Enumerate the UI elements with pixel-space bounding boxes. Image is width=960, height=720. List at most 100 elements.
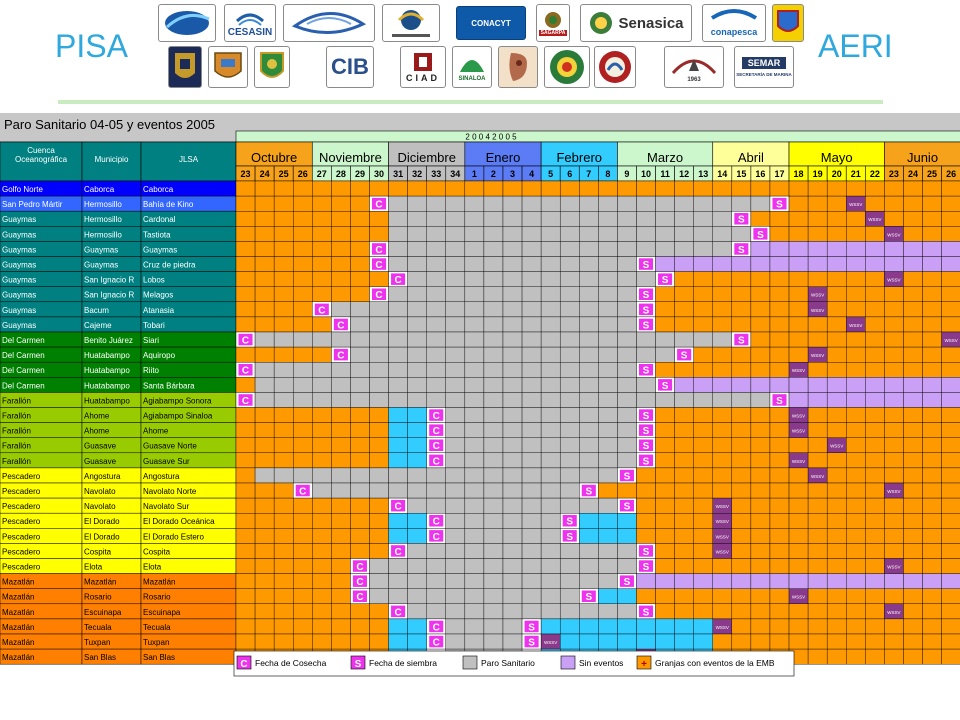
row-jlsa: Cruz de piedra: [143, 261, 196, 270]
round-seal-logo: [594, 46, 636, 88]
seeding-marker: [772, 197, 787, 210]
week-number: 29: [355, 169, 365, 179]
row-jlsa: Cardonal: [143, 215, 176, 224]
legend-label: Fecha de siembra: [369, 658, 437, 668]
week-number: 12: [679, 169, 689, 179]
month-label: Abril: [738, 150, 764, 165]
seeding-marker: [638, 303, 654, 316]
week-number: 8: [605, 169, 610, 179]
row-municipio: Mazatlán: [84, 578, 116, 587]
seeding-marker: [638, 560, 654, 572]
week-number: 25: [279, 169, 289, 179]
week-number: 23: [241, 169, 251, 179]
table-title: Paro Sanitario 04-05 y eventos 2005: [4, 117, 216, 132]
marker-letter: C: [356, 592, 363, 603]
row-cuenca: Farallón: [2, 457, 31, 466]
row-cuenca: Guaymas: [2, 276, 36, 285]
marker-letter: S: [662, 381, 669, 392]
row-cuenca: Pescadero: [2, 472, 41, 481]
harvest-marker: [314, 303, 329, 316]
marker-letter: S: [643, 411, 650, 422]
row-jlsa: Guaymas: [143, 245, 177, 254]
legend-swatch: [462, 655, 478, 670]
week-number: 34: [450, 169, 460, 179]
wssv-label: WSSV: [811, 474, 824, 479]
month-header: [884, 141, 960, 167]
harvest-marker: [391, 273, 406, 285]
harvest-marker: [371, 243, 387, 255]
wssv-label: WSSV: [887, 232, 900, 237]
marker-letter: C: [375, 260, 382, 271]
seeding-marker: [734, 333, 749, 346]
row-municipio: Guasave: [84, 457, 117, 466]
wssv-label: WSSV: [887, 278, 900, 283]
harvest-marker: [371, 288, 387, 300]
row-jlsa: Elota: [143, 563, 162, 572]
row-cuenca: Guaymas: [2, 306, 36, 315]
row-jlsa: Navolato Sur: [143, 502, 190, 511]
row-cuenca: Mazatlán: [2, 653, 34, 662]
row-municipio: Huatabampo: [84, 351, 130, 360]
seeding-marker: [638, 258, 654, 270]
col-header-text: JLSA: [179, 155, 199, 164]
wssv-label: WSSV: [944, 338, 957, 343]
marker-letter: S: [643, 426, 650, 437]
week-number: 21: [851, 169, 861, 179]
seeding-marker: [734, 213, 749, 225]
row-cuenca: Mazatlán: [2, 638, 34, 647]
month-label: Diciembre: [397, 150, 456, 165]
marker-letter: S: [585, 592, 592, 603]
row-jlsa: Tobari: [143, 321, 165, 330]
row-jlsa: Navolato Norte: [143, 487, 197, 496]
row-cuenca: Guaymas: [2, 261, 36, 270]
marker-letter: C: [299, 487, 306, 498]
row-cuenca: Farallón: [2, 396, 31, 405]
marker-letter: S: [776, 396, 783, 407]
marker-letter: C: [394, 502, 401, 513]
maya-figure-logo: [498, 46, 538, 88]
week-number: 24: [908, 169, 918, 179]
marker-letter: S: [738, 215, 745, 226]
sinaloa-shield-logo: [772, 4, 804, 42]
seeding-marker: [524, 620, 539, 633]
row-cuenca: Mazatlán: [2, 623, 34, 632]
marker-letter: C: [318, 305, 325, 316]
row-municipio: Cajeme: [84, 321, 112, 330]
wssv-label: WSSV: [792, 459, 805, 464]
week-number: 20: [832, 169, 842, 179]
row-cuenca: Guaymas: [2, 230, 36, 239]
week-number: 17: [774, 169, 784, 179]
week-number: 23: [889, 169, 899, 179]
row-jlsa: Tecuala: [143, 623, 171, 632]
row-cuenca: Farallón: [2, 442, 31, 451]
senasica-logo: Senasica: [580, 4, 692, 42]
legend-swatch: [636, 655, 652, 670]
diagnostic-lab-logo: 1963: [664, 46, 724, 88]
seeding-marker: [658, 379, 673, 391]
harvest-marker: [429, 530, 444, 542]
row-cuenca: Del Carmen: [2, 351, 45, 360]
week-number: 13: [698, 169, 708, 179]
marker-letter: S: [643, 547, 650, 558]
month-header: [712, 141, 790, 167]
wssv-label: WSSV: [868, 217, 881, 222]
week-number: 9: [624, 169, 629, 179]
marker-letter: C: [394, 607, 401, 618]
ciad-logo: CIAD: [400, 46, 446, 88]
seeding-marker: [581, 590, 596, 602]
row-jlsa: Tastiota: [143, 230, 171, 239]
seeding-marker: [638, 364, 654, 376]
marker-letter: C: [242, 366, 249, 377]
harvest-marker: [295, 484, 310, 497]
row-jlsa: Agiabampo Sinaloa: [143, 412, 213, 421]
row-jlsa: Rosario: [143, 593, 171, 602]
month-label: Enero: [486, 150, 521, 165]
week-number: 14: [717, 169, 727, 179]
legend-label: Sin eventos: [579, 658, 623, 668]
wssv-label: WSSV: [849, 202, 862, 207]
harvest-marker: [429, 439, 444, 451]
week-number: 32: [412, 169, 422, 179]
row-cuenca: Pescadero: [2, 487, 41, 496]
month-label: Noviembre: [319, 150, 382, 165]
seeding-marker: [772, 394, 787, 406]
